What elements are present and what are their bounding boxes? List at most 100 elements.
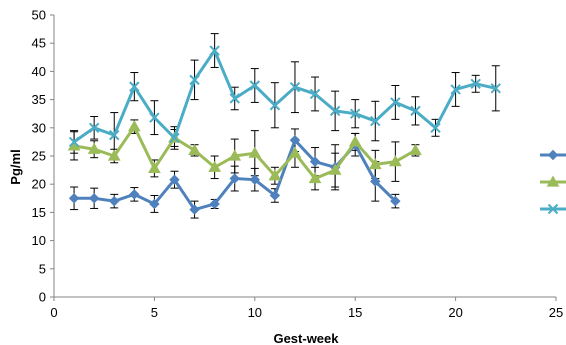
data-point-x [390, 97, 401, 108]
data-point-x-stroke [410, 105, 421, 117]
data-point-x-stroke [309, 88, 321, 100]
data-point-x [249, 80, 261, 91]
data-point-triangle [148, 161, 161, 174]
y-tick-label: 10 [32, 233, 46, 248]
y-tick-label: 45 [32, 36, 46, 51]
y-tick-label: 20 [32, 177, 46, 192]
data-point-x-stroke [547, 203, 559, 215]
x-tick-label: 10 [248, 305, 262, 320]
y-tick-label: 30 [32, 120, 46, 135]
data-point-x [410, 105, 421, 117]
data-point-x-stroke [169, 132, 180, 144]
data-point-x [209, 45, 220, 56]
data-point-x [430, 122, 441, 134]
data-point-diamond [149, 198, 160, 210]
legend-entry-1 [540, 149, 566, 161]
data-point-triangle [248, 146, 262, 158]
data-point-x-stroke [390, 97, 401, 108]
data-point-x-stroke [370, 115, 381, 127]
axes: 0 5 10 15 20 25 30 35 40 45 50 0 5 10 15 20 25 [32, 8, 564, 321]
data-point-diamond [289, 135, 301, 146]
y-tick-label: 35 [32, 92, 46, 107]
x-tick-label: 20 [448, 305, 462, 320]
data-point-x-stroke [129, 81, 140, 92]
data-point-diamond [249, 174, 261, 185]
data-point-diamond [370, 176, 381, 187]
data-point-diamond [209, 198, 220, 210]
data-point-triangle [288, 146, 302, 158]
series-line-3 [73, 49, 497, 144]
data-point-x-stroke [349, 108, 361, 119]
data-point-x-stroke [68, 136, 80, 148]
data-point-x [370, 115, 381, 127]
data-point-triangle [409, 143, 422, 155]
data-point-x [169, 132, 180, 144]
series-line-2 [73, 125, 417, 181]
y-tick-label: 50 [32, 8, 46, 23]
x-tick-label: 5 [151, 305, 158, 320]
data-point-diamond [68, 193, 80, 204]
data-point-x [88, 122, 100, 134]
data-point-x [309, 88, 321, 100]
data-point-diamond [189, 204, 200, 215]
data-point-x-stroke [269, 100, 281, 111]
data-point-triangle [348, 135, 362, 147]
data-point-triangle [87, 142, 101, 154]
data-point-x [450, 84, 461, 95]
data-point-x [289, 81, 301, 93]
data-point-diamond [269, 190, 281, 201]
data-point-x-stroke [249, 80, 261, 91]
data-point-triangle [208, 160, 222, 172]
data-point-diamond [169, 174, 180, 185]
data-point-diamond [129, 189, 140, 200]
data-point-diamond [88, 193, 100, 204]
y-tick-label: 5 [39, 261, 46, 276]
data-point-diamond [309, 156, 321, 167]
data-point-triangle [268, 169, 282, 181]
x-axis-title: Gest-week [273, 331, 339, 345]
data-point-x [547, 203, 559, 215]
data-point-x-stroke [229, 93, 240, 104]
data-point-x-stroke [109, 129, 120, 141]
y-tick-label: 25 [32, 149, 46, 164]
data-point-diamond [109, 195, 120, 207]
x-tick-label: 15 [348, 305, 362, 320]
data-point-x [109, 129, 120, 141]
y-tick-label: 15 [32, 205, 46, 220]
legend-entry-3 [540, 203, 566, 215]
data-point-x-stroke [149, 112, 160, 123]
x-tick-label: 0 [50, 305, 57, 320]
data-point-diamond [390, 195, 401, 207]
data-point-x-stroke [289, 81, 301, 93]
y-tick-label: 0 [39, 290, 46, 305]
data-point-x [269, 100, 281, 111]
data-point-x [470, 78, 481, 90]
data-point-triangle [228, 149, 242, 161]
data-point-x-stroke [490, 83, 501, 94]
data-point-diamond [229, 173, 240, 184]
data-point-diamond [547, 149, 559, 161]
y-tick-label: 40 [32, 64, 46, 79]
data-point-x [490, 83, 501, 94]
data-point-x-stroke [209, 45, 220, 56]
data-point-triangle [368, 157, 382, 170]
legend-entry-2 [540, 175, 566, 187]
data-point-x-stroke [329, 105, 341, 117]
x-tick-label: 25 [549, 305, 563, 320]
data-point-x-stroke [450, 84, 461, 95]
data-point-x [229, 93, 240, 104]
data-point-triangle [308, 172, 322, 184]
legend [540, 149, 566, 215]
data-point-triangle [388, 155, 402, 167]
data-point-triangle [127, 120, 141, 132]
data-point-x [349, 108, 361, 119]
y-axis-title: Pg/ml [8, 149, 23, 184]
series-lines [67, 45, 501, 215]
data-point-triangle [107, 149, 121, 161]
data-point-x-stroke [430, 122, 441, 134]
data-point-triangle [328, 163, 342, 175]
data-point-x [129, 81, 140, 92]
data-point-triangle [188, 143, 201, 155]
data-point-x [68, 136, 80, 148]
